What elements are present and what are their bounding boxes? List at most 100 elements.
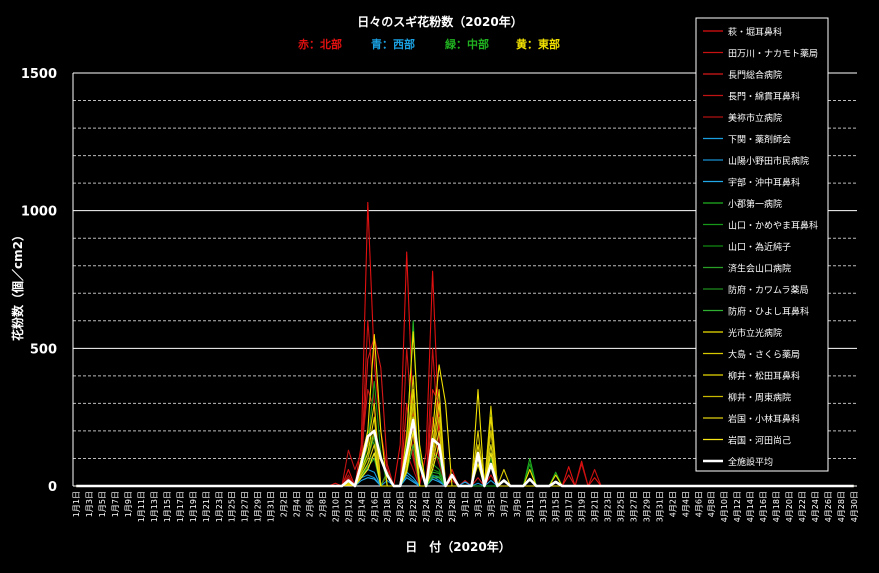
legend-label: 済生会山口病院 <box>728 263 791 275</box>
legend-label: 山口・為近純子 <box>728 241 791 253</box>
x-tick-label: 4月22日 <box>798 491 807 522</box>
legend-label: 光市立光病院 <box>728 327 782 339</box>
legend-label: 美祢市立病院 <box>728 112 782 124</box>
x-tick-label: 1月23日 <box>215 491 224 522</box>
region-key-label: 黄：東部 <box>516 37 560 51</box>
legend-label: 宇部・沖中耳鼻科 <box>728 177 800 189</box>
legend-label: 柳井・周東病院 <box>728 392 791 404</box>
x-tick-label: 1月31日 <box>267 491 276 522</box>
legend-label: 山陽小野田市民病院 <box>728 155 809 167</box>
x-tick-label: 3月25日 <box>617 491 626 522</box>
legend-label: 長門総合病院 <box>728 69 782 81</box>
series-line <box>76 418 854 488</box>
x-axis-label: 日 付（2020年） <box>405 539 510 554</box>
x-tick-label: 4月8日 <box>707 491 716 517</box>
x-tick-label: 1月1日 <box>72 491 81 517</box>
x-tick-label: 1月27日 <box>241 491 250 522</box>
x-tick-label: 1月3日 <box>85 491 94 517</box>
x-tick-label: 4月6日 <box>694 491 703 517</box>
x-tick-label: 3月5日 <box>487 491 496 517</box>
x-tick-label: 1月11日 <box>137 491 146 522</box>
legend-label: 柳井・松田耳鼻科 <box>728 370 800 382</box>
x-tick-label: 3月9日 <box>513 491 522 517</box>
x-tick-label: 3月17日 <box>565 491 574 522</box>
x-tick-label: 4月18日 <box>772 491 781 522</box>
x-tick-label: 2月24日 <box>422 491 431 522</box>
x-tick-label: 4月4日 <box>681 491 690 517</box>
x-tick-label: 2月8日 <box>318 491 327 517</box>
x-tick-label: 3月29日 <box>642 491 651 522</box>
legend-label: 全施設平均 <box>728 456 773 468</box>
legend-label: 大島・さくら薬局 <box>728 349 800 361</box>
chart-title: 日々のスギ花粉数（2020年） <box>357 14 522 29</box>
x-tick-label: 2月12日 <box>344 491 353 522</box>
x-tick-label: 3月15日 <box>552 491 561 522</box>
x-tick-label: 2月28日 <box>448 491 457 522</box>
legend-label: 防府・カワムラ薬局 <box>728 284 809 296</box>
region-key-label: 赤：北部 <box>298 37 342 51</box>
x-tick-label: 2月26日 <box>435 491 444 522</box>
legend-label: 長門・綿貫耳鼻科 <box>728 91 800 103</box>
x-tick-label: 1月25日 <box>228 491 237 522</box>
x-tick-label: 2月2日 <box>280 491 289 517</box>
x-tick-label: 2月6日 <box>305 491 314 517</box>
x-tick-label: 4月30日 <box>850 491 859 522</box>
x-tick-label: 3月7日 <box>500 491 509 517</box>
x-tick-label: 3月19日 <box>578 491 587 522</box>
legend: 萩・堀耳鼻科田万川・ナカモト薬局長門総合病院長門・綿貫耳鼻科美祢市立病院下関・薬… <box>695 17 829 472</box>
x-tick-label: 3月31日 <box>655 491 664 522</box>
legend-label: 下関・薬剤師会 <box>728 134 791 146</box>
legend-label: 山口・かめやま耳鼻科 <box>728 220 818 232</box>
x-tick-label: 3月11日 <box>526 491 535 522</box>
y-tick-label: 1500 <box>21 67 57 82</box>
y-tick-label: 1000 <box>21 205 57 220</box>
region-key-label: 青：西部 <box>371 37 415 51</box>
x-tick-label: 2月22日 <box>409 491 418 522</box>
x-tick-label: 4月14日 <box>746 491 755 522</box>
x-tick-label: 3月21日 <box>591 491 600 522</box>
x-tick-label: 4月16日 <box>759 491 768 522</box>
x-tick-label: 2月10日 <box>331 491 340 522</box>
x-tick-label: 4月28日 <box>837 491 846 522</box>
legend-label: 小郡第一病院 <box>728 198 782 210</box>
region-key-label: 緑：中部 <box>445 37 489 51</box>
x-tick-label: 1月21日 <box>202 491 211 522</box>
x-tick-label: 1月29日 <box>254 491 263 522</box>
x-tick-label: 4月24日 <box>811 491 820 522</box>
series-lines <box>76 201 854 488</box>
x-tick-label: 1月17日 <box>176 491 185 522</box>
x-tick-label: 2月14日 <box>357 491 366 522</box>
x-tick-label: 2月20日 <box>396 491 405 522</box>
x-tick-label: 3月1日 <box>461 491 470 517</box>
x-tick-label: 4月10日 <box>720 491 729 522</box>
x-tick-label: 3月13日 <box>539 491 548 522</box>
x-tick-label: 2月4日 <box>293 491 302 517</box>
x-tick-label: 3月23日 <box>604 491 613 522</box>
legend-label: 防府・ひよし耳鼻科 <box>728 306 809 318</box>
y-axis-label: 花粉数（個／cm2） <box>10 229 25 341</box>
x-tick-label: 1月9日 <box>124 491 133 517</box>
legend-label: 岩国・小林耳鼻科 <box>728 413 800 425</box>
x-axis: 1月1日 1月3日 1月5日 1月7日 1月9日 1月11日 1月13日 1月15日 1月17日… <box>72 485 859 522</box>
x-tick-label: 4月20日 <box>785 491 794 522</box>
x-tick-label: 1月13日 <box>150 491 159 522</box>
x-tick-label: 4月2日 <box>668 491 677 517</box>
x-tick-label: 3月3日 <box>474 491 483 517</box>
x-tick-label: 3月27日 <box>629 491 638 522</box>
region-color-key: 赤：北部 青：西部 緑：中部 黄：東部 <box>298 37 560 51</box>
legend-box <box>695 17 829 472</box>
x-tick-label: 1月15日 <box>163 491 172 522</box>
x-tick-label: 4月26日 <box>824 491 833 522</box>
x-tick-label: 1月19日 <box>189 491 198 522</box>
grid-lines <box>73 72 857 459</box>
x-tick-label: 2月16日 <box>370 491 379 522</box>
x-tick-label: 2月18日 <box>383 491 392 522</box>
y-tick-label: 500 <box>30 342 57 357</box>
x-tick-label: 1月7日 <box>111 491 120 517</box>
legend-label: 田万川・ナカモト薬局 <box>728 48 818 60</box>
x-tick-label: 4月12日 <box>733 491 742 522</box>
legend-label: 岩国・河田尚己 <box>728 435 791 447</box>
x-tick-label: 1月5日 <box>98 491 107 517</box>
y-tick-label: 0 <box>48 480 57 495</box>
